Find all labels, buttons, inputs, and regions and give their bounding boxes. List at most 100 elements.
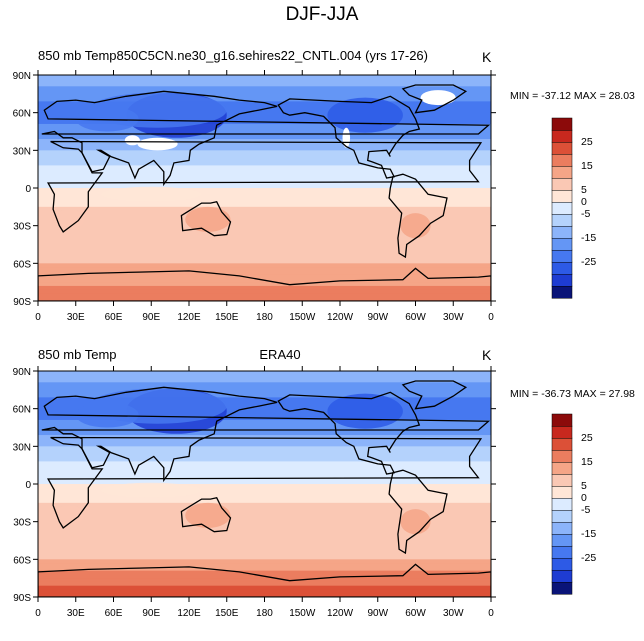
contour-band — [38, 116, 491, 121]
colorbar-swatch — [551, 497, 573, 511]
contour-band — [38, 255, 491, 261]
contour-band — [38, 393, 491, 398]
contour-band — [38, 514, 491, 519]
contour-band — [38, 274, 491, 279]
x-tick-label: 0 — [488, 608, 494, 619]
coastline — [38, 563, 491, 597]
colorbar-swatch — [551, 485, 573, 499]
contour-band — [38, 172, 491, 178]
contour-band — [38, 86, 491, 91]
y-tick-label: 30S — [13, 222, 31, 233]
contour-band — [38, 199, 491, 204]
y-tick-label: 0 — [25, 480, 31, 491]
contour-band — [38, 123, 491, 129]
contour-band — [38, 480, 491, 485]
coastline — [46, 140, 483, 233]
colorbar-swatch — [551, 285, 573, 299]
colorbar-label: -5 — [581, 504, 590, 516]
coastline — [180, 497, 232, 533]
contour-band — [38, 214, 491, 219]
x-tick-label: 90W — [367, 608, 388, 619]
contour-band — [38, 555, 491, 560]
y-tick-label: 90N — [13, 367, 31, 378]
colorbar-swatch — [551, 425, 573, 439]
x-tick-label: 30E — [67, 312, 85, 323]
contour-region — [100, 186, 202, 202]
colorbar-swatch — [551, 557, 573, 571]
contour-band — [38, 82, 491, 87]
contour-band — [38, 142, 491, 148]
contour-band — [38, 93, 491, 99]
colorbar-swatch — [551, 213, 573, 227]
contour-band — [38, 236, 491, 242]
contour-band — [38, 97, 491, 102]
contour-band — [38, 252, 491, 257]
colorbar-swatch — [551, 129, 573, 143]
contour-band — [38, 259, 491, 264]
colorbar-swatch — [551, 581, 573, 595]
contour-band — [38, 578, 491, 583]
contour-band — [38, 378, 491, 383]
contour-band — [38, 442, 491, 447]
contour-band — [38, 502, 491, 508]
contour-band — [38, 412, 491, 417]
contour-band — [38, 210, 491, 215]
x-tick-label: 0 — [35, 312, 41, 323]
colorbar-label: -5 — [581, 208, 590, 220]
minmax-readout: MIN = -37.12 MAX = 28.03 — [510, 90, 635, 102]
missing-data-region — [124, 135, 140, 146]
contour-band — [38, 566, 491, 572]
contour-band — [38, 75, 491, 80]
contour-band — [38, 382, 491, 387]
x-tick-label: 120E — [177, 312, 201, 323]
contour-band — [38, 157, 491, 163]
contour-band — [38, 438, 491, 444]
colorbar-label: 5 — [581, 480, 587, 492]
contour-band — [38, 289, 491, 295]
contour-band — [38, 536, 491, 542]
colorbar-swatch — [551, 461, 573, 475]
contour-band — [38, 544, 491, 549]
contour-band — [38, 101, 491, 106]
contour-band — [38, 282, 491, 287]
x-tick-label: 60E — [105, 312, 123, 323]
colorbar-label: -25 — [581, 552, 596, 564]
colorbar-swatch — [551, 509, 573, 523]
contour-band — [38, 551, 491, 557]
contour-region — [400, 509, 431, 535]
x-tick-label: 30E — [67, 608, 85, 619]
x-tick-label: 60E — [105, 608, 123, 619]
coastline — [401, 84, 468, 114]
x-tick-label: 30W — [443, 312, 464, 323]
y-tick-label: 60S — [13, 259, 31, 270]
x-tick-label: 150W — [289, 312, 316, 323]
x-tick-label: 150E — [215, 608, 239, 619]
contour-band — [38, 419, 491, 425]
contour-band — [38, 468, 491, 474]
contour-band — [38, 206, 491, 212]
contour-band — [38, 139, 491, 144]
contour-band — [38, 510, 491, 515]
contour-band — [38, 431, 491, 436]
contour-band — [38, 457, 491, 462]
y-tick-label: 90S — [13, 297, 31, 308]
contour-band — [38, 165, 491, 170]
contour-band — [38, 78, 491, 84]
contour-band — [38, 423, 491, 429]
contour-band — [38, 146, 491, 151]
x-tick-label: 90E — [142, 312, 160, 323]
y-tick-label: 30N — [13, 146, 31, 157]
contour-band — [38, 446, 491, 451]
contour-band — [38, 229, 491, 234]
contour-band — [38, 397, 491, 402]
colorbar-swatch — [551, 545, 573, 559]
contour-band — [38, 184, 491, 189]
x-tick-label: 60W — [405, 608, 426, 619]
contour-band — [38, 127, 491, 133]
contour-region — [400, 213, 431, 239]
y-tick-label: 90S — [13, 593, 31, 604]
colorbar-label: 25 — [581, 432, 593, 444]
coastline — [388, 469, 448, 555]
panel-title-overlap: 850 mb Temp850C5CN.ne30_g16.sehires22_CN… — [38, 48, 428, 63]
panel-units: K — [482, 49, 492, 65]
